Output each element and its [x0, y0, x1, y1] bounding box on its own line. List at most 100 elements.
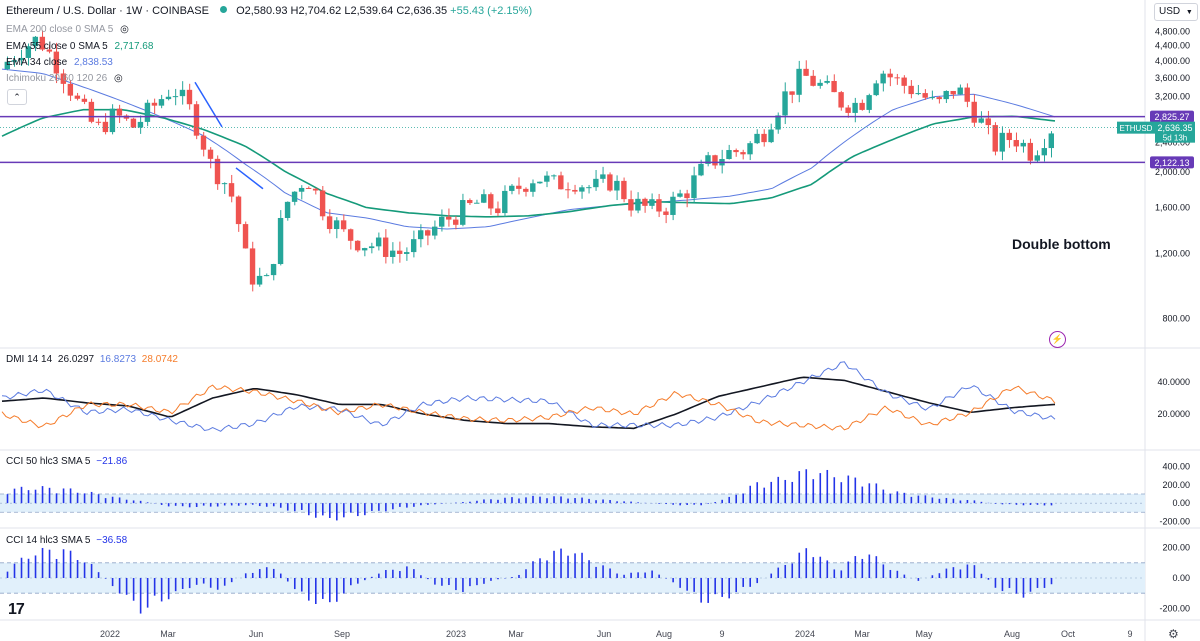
candle-body	[782, 91, 788, 116]
candle-body	[607, 174, 613, 191]
candle-body	[845, 107, 851, 113]
candle-body	[789, 91, 795, 95]
candle-body	[460, 200, 466, 225]
ohlc-close: C2,636.35	[396, 5, 448, 17]
ohlc-low: L2,539.64	[344, 5, 394, 17]
ema55-label: EMA 55 close 0 SMA 5	[6, 41, 108, 52]
candle-body	[425, 230, 431, 236]
price-tick-label: 1,200.00	[1155, 249, 1190, 259]
adx-value: 26.0297	[57, 354, 95, 365]
symbol-title[interactable]: Ethereum / U.S. Dollar · 1W · COINBASE	[6, 5, 209, 17]
indicator-ema34[interactable]: EMA 34 close 2,838.53	[6, 57, 113, 69]
settings-gear-icon[interactable]: ⚙	[1168, 627, 1179, 641]
dmi-tick-label: 20.0000	[1157, 409, 1190, 419]
trend-line	[194, 81, 223, 128]
candle-body	[621, 180, 627, 200]
ema200-label: EMA 200 close 0 SMA 5	[6, 24, 114, 35]
candle-body	[417, 230, 424, 240]
candle-body	[1048, 133, 1054, 149]
dmi-label: DMI 14 14	[6, 354, 53, 365]
time-tick-label: Sep	[334, 629, 350, 639]
candle-body	[572, 189, 578, 192]
indicator-ema200[interactable]: EMA 200 close 0 SMA 5 ◎	[6, 24, 129, 36]
candle-body	[747, 143, 753, 155]
price-tick-label: 2,000.00	[1155, 167, 1190, 177]
cci14-value: −36.58	[96, 535, 128, 546]
price-tick-label: 4,000.00	[1155, 56, 1190, 66]
time-tick-label: 2022	[100, 629, 120, 639]
time-tick-label: Mar	[508, 629, 524, 639]
candle-body	[677, 193, 683, 197]
candle-body	[242, 224, 249, 249]
candle-body	[642, 198, 648, 206]
candle-body	[375, 237, 382, 247]
price-tick-label: 3,600.00	[1155, 73, 1190, 83]
cci50-tick-label: 200.00	[1162, 480, 1190, 490]
price-tick-label: 3,200.00	[1155, 92, 1190, 102]
eye-hidden-icon[interactable]: ◎	[120, 24, 129, 35]
candle-body	[929, 97, 935, 99]
candle-body	[761, 133, 767, 143]
candle-body	[326, 216, 333, 230]
currency-selector[interactable]: USD ▼	[1154, 3, 1198, 21]
indicator-ema55[interactable]: EMA 55 close 0 SMA 5 2,717.68	[6, 41, 153, 53]
candle-body	[922, 93, 928, 98]
candle-body	[705, 155, 711, 164]
time-tick-label: 2024	[795, 629, 815, 639]
indicator-ichimoku[interactable]: Ichimoku 20 60 120 26 ◎	[6, 73, 123, 85]
candle-body	[305, 187, 312, 189]
candle-body	[249, 248, 256, 285]
candle-body	[186, 89, 193, 105]
candle-body	[11, 60, 18, 62]
lightning-icon[interactable]: ⚡	[1049, 331, 1066, 348]
cci14-tick-label: 200.00	[1162, 543, 1190, 553]
candle-body	[915, 93, 921, 95]
cci50-legend[interactable]: CCI 50 hlc3 SMA 5 −21.86	[6, 456, 127, 468]
candle-body	[67, 83, 74, 96]
collapse-legend-button[interactable]: ⌃	[7, 89, 27, 105]
price-tick-label: 800.00	[1162, 314, 1190, 324]
candle-body	[684, 193, 690, 199]
tradingview-logo[interactable]: 17	[8, 601, 25, 618]
candle-body	[368, 246, 375, 249]
candle-body	[214, 158, 221, 185]
ohlc-open: O2,580.93	[236, 5, 288, 17]
candle-body	[193, 104, 200, 136]
dmi-legend[interactable]: DMI 14 14 26.0297 16.8273 28.0742	[6, 354, 178, 366]
time-tick-label: Jun	[597, 629, 612, 639]
candle-body	[403, 252, 410, 254]
candle-body	[565, 189, 571, 191]
candle-body	[25, 46, 32, 58]
candle-body	[1034, 155, 1040, 161]
candle-body	[600, 174, 606, 179]
candle-body	[530, 183, 536, 192]
candle-body	[137, 121, 144, 128]
minus-di-line	[1, 384, 1056, 431]
candle-body	[985, 118, 991, 126]
candle-body	[81, 98, 88, 102]
time-tick-label: Jun	[249, 629, 264, 639]
candle-body	[768, 129, 774, 143]
time-tick-label: 9	[1127, 629, 1132, 639]
cci14-tick-label: -200.00	[1159, 603, 1190, 613]
candle-body	[733, 150, 739, 153]
eye-hidden-icon[interactable]: ◎	[113, 73, 123, 84]
candle-body	[817, 82, 823, 86]
candle-body	[852, 102, 858, 113]
ema34-line	[1, 68, 1056, 230]
candle-body	[1027, 142, 1033, 161]
candle-body	[109, 108, 116, 133]
time-tick-label: Mar	[160, 629, 176, 639]
double-bottom-annotation[interactable]: Double bottom	[1012, 236, 1111, 252]
candle-body	[319, 190, 326, 217]
candle-body	[964, 87, 970, 102]
candle-body	[992, 125, 998, 152]
time-tick-label: Aug	[656, 629, 672, 639]
minus-di-value: 28.0742	[141, 354, 178, 365]
cci14-legend[interactable]: CCI 14 hlc3 SMA 5 −36.58	[6, 535, 127, 547]
ichimoku-label: Ichimoku 20 60 120 26	[6, 73, 108, 84]
candle-body	[810, 75, 816, 86]
plus-di-value: 16.8273	[99, 354, 137, 365]
ohlc-change: +55.43 (+2.15%)	[450, 5, 533, 17]
